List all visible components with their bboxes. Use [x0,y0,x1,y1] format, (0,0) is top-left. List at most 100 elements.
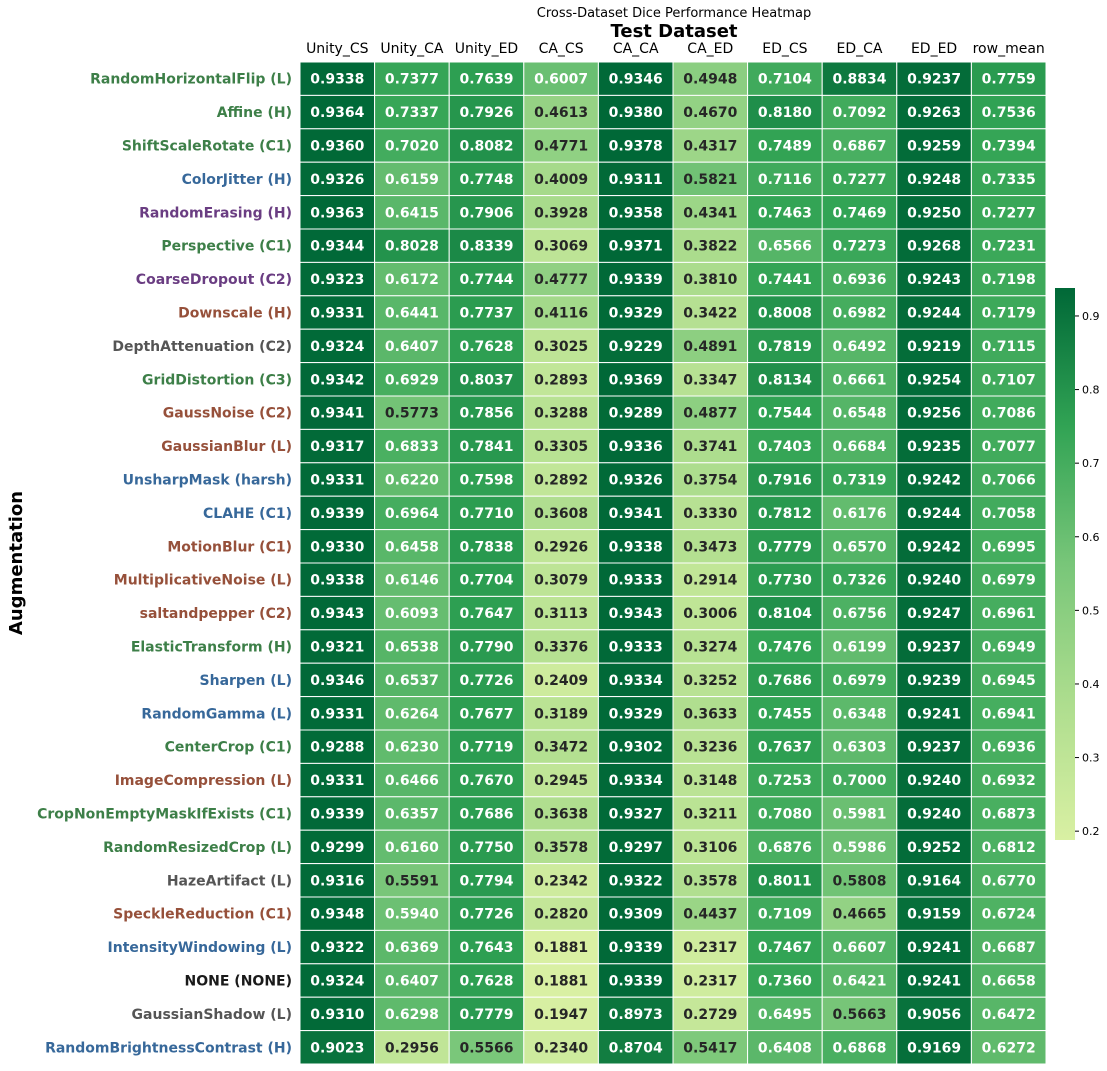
heatmap-cell [374,462,450,497]
cell-value-label: 0.5986 [832,840,886,856]
row-label: RandomErasing (H) [139,205,292,221]
cell-value-label: 0.7759 [982,72,1036,88]
cell-value-label: 0.7838 [459,539,513,555]
heatmap-cell [374,328,450,364]
row-label: ColorJitter (H) [182,172,292,188]
heatmap-cell [448,228,525,263]
heatmap-cell [299,161,376,197]
cell-value-label: 0.3638 [534,807,588,823]
cell-value-label: 0.9259 [907,139,961,155]
heatmap-cell [970,362,1047,397]
cell-value-label: 0.5773 [385,406,439,422]
cell-value-label: 0.6770 [982,873,1036,889]
cell-value-label: 0.6661 [832,372,886,388]
colorbar-tick-label: 0.2 [1082,825,1100,838]
cell-value-label: 0.9244 [907,306,961,322]
cell-value-label: 0.5591 [385,873,439,889]
cell-value-label: 0.9247 [907,606,961,622]
heatmap-cell [821,328,898,364]
cell-value-label: 0.7441 [758,272,812,288]
heatmap-cell [299,128,376,163]
cell-value-label: 0.7335 [982,172,1036,188]
heatmap-cell [896,195,972,230]
cell-value-label: 0.6466 [385,773,439,789]
colorbar: 0.2 0.3 0.4 0.5 0.6 0.7 0.8 0.9 [1055,288,1100,840]
cell-value-label: 0.7469 [832,205,886,221]
heatmap-cell [896,662,972,698]
heatmap-cell [747,395,823,430]
cell-value-label: 0.6687 [982,940,1036,956]
cell-value-label: 0.7647 [459,606,513,622]
heatmap-cell [597,495,674,531]
cell-value-label: 0.9358 [609,205,663,221]
cell-value-label: 0.9311 [609,172,663,188]
heatmap-cells: 0.9338 0.7377 0.7639 0.6007 0.9346 0.4948 0.71… [299,61,1047,1065]
cell-value-label: 0.3578 [534,840,588,856]
cell-value-label: 0.9242 [907,473,961,489]
heatmap-cell [747,562,823,597]
cell-value-label: 0.7628 [459,974,513,990]
row-labels: RandomHorizontalFlip (L) Affine (H) ShiftS… [37,72,292,1057]
cell-value-label: 0.7750 [459,840,513,856]
heatmap-cell [523,328,599,364]
cell-value-label: 0.9330 [310,539,364,555]
heatmap-cell [970,161,1047,197]
cell-value-label: 0.6199 [832,640,886,656]
cell-value-label: 0.7726 [459,673,513,689]
cell-value-label: 0.7670 [459,773,513,789]
cell-value-label: 0.5663 [832,1007,886,1023]
cell-value-label: 0.5417 [683,1040,737,1056]
row-label: MotionBlur (C1) [167,539,292,555]
cell-value-label: 0.6220 [385,473,439,489]
heatmap-cell [672,829,749,865]
heatmap-cell [970,729,1047,764]
cell-value-label: 0.6812 [982,840,1036,856]
cell-value-label: 0.5981 [832,807,886,823]
heatmap-cell [747,762,823,798]
cell-value-label: 0.9244 [907,506,961,522]
cell-value-label: 0.9333 [609,573,663,589]
heatmap-cell [896,328,972,364]
row-label: CenterCrop (C1) [165,740,292,756]
row-label: Affine (H) [217,105,292,121]
cell-value-label: 0.3330 [683,506,737,522]
heatmap-cell [448,929,525,965]
cell-value-label: 0.7080 [758,807,812,823]
heatmap-cell [523,495,599,531]
heatmap-cell [896,228,972,263]
cell-value-label: 0.9331 [310,306,364,322]
cell-value-label: 0.9338 [310,573,364,589]
heatmap-cell [747,195,823,230]
heatmap-cell [970,128,1047,163]
cell-value-label: 0.7115 [982,339,1036,355]
row-label: RandomBrightnessContrast (H) [45,1040,292,1056]
cell-value-label: 0.4613 [534,105,588,121]
cell-value-label: 0.7403 [758,439,812,455]
heatmap-cell [821,128,898,163]
row-label: CLAHE (C1) [203,506,292,522]
cell-value-label: 0.2729 [683,1007,737,1023]
cell-value-label: 0.7253 [758,773,812,789]
heatmap-cell [374,762,450,798]
cell-value-label: 0.9334 [609,773,663,789]
heatmap-cell [299,929,376,965]
cell-value-label: 0.9329 [609,306,663,322]
cell-value-label: 0.6172 [385,272,439,288]
row-label: ImageCompression (L) [115,773,292,789]
cell-value-label: 0.9329 [609,706,663,722]
heatmap-cell [747,328,823,364]
column-header: Unity_ED [455,41,518,57]
cell-value-label: 0.9159 [907,907,961,923]
heatmap-cell [374,662,450,698]
heatmap-cell [896,362,972,397]
cell-value-label: 0.9322 [609,873,663,889]
heatmap-cell [523,762,599,798]
cell-value-label: 0.9289 [609,406,663,422]
heatmap-cell [672,529,749,564]
heatmap-cell [821,629,898,664]
cell-value-label: 0.6441 [385,306,439,322]
cell-value-label: 0.7231 [982,239,1036,255]
heatmap-cell [672,896,749,931]
cell-value-label: 0.9250 [907,205,961,221]
heatmap-cell [597,963,674,998]
